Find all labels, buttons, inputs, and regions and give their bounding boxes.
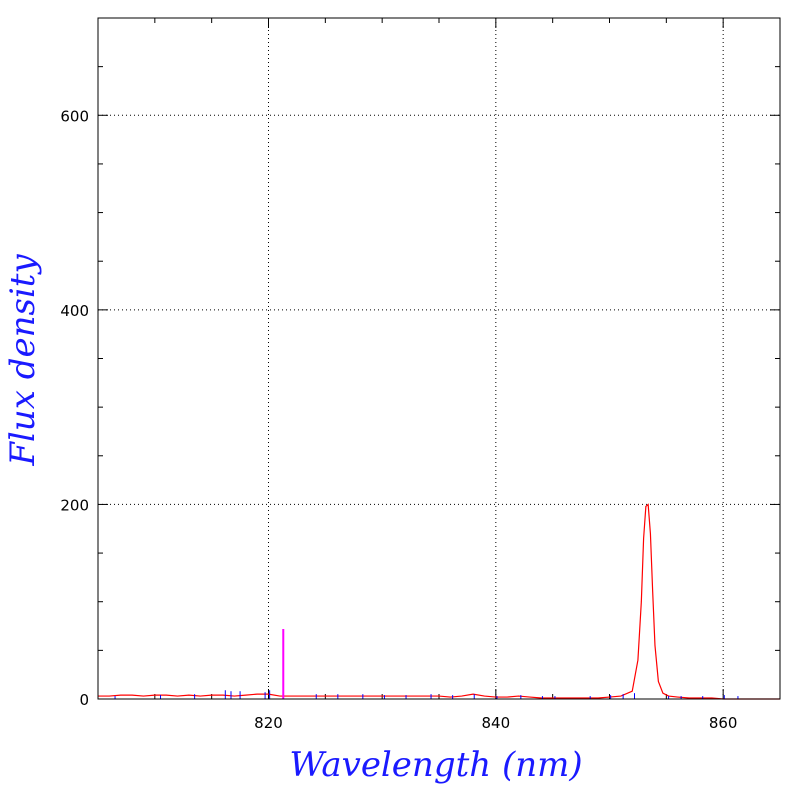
y-tick-label: 600 <box>60 107 89 125</box>
x-tick-label: 820 <box>254 714 283 732</box>
spectrum-line <box>98 503 780 700</box>
y-tick-label: 0 <box>79 691 89 709</box>
x-tick-label: 840 <box>482 714 511 732</box>
y-tick-label: 400 <box>60 302 89 320</box>
x-axis-title: Wavelength (nm) <box>289 745 582 785</box>
plot-series <box>98 503 780 700</box>
tick-labels: 820 840 860 0 200 400 600 <box>60 107 737 732</box>
x-tick-label: 860 <box>709 714 738 732</box>
plot-frame <box>97 17 781 700</box>
y-tick-label: 200 <box>60 496 89 514</box>
grid-lines <box>98 18 780 699</box>
axis-ticks <box>97 17 781 700</box>
y-axis-title: Flux density <box>3 254 43 467</box>
